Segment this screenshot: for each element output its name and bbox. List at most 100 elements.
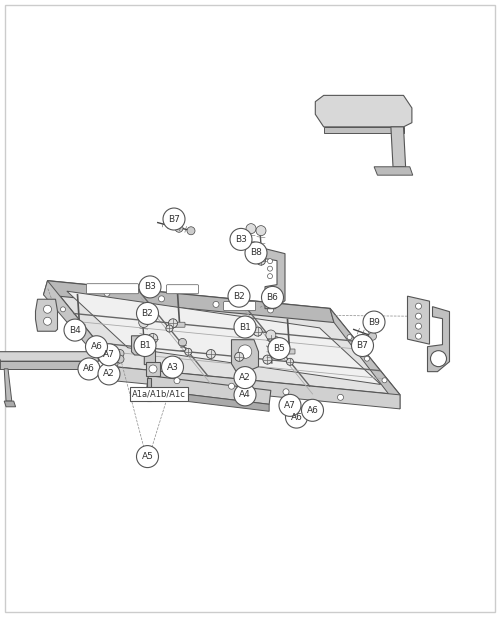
Text: A1a/A1b/A1c: A1a/A1b/A1c (132, 389, 186, 398)
Circle shape (98, 344, 120, 366)
Circle shape (174, 378, 180, 384)
Circle shape (139, 276, 161, 298)
Circle shape (272, 337, 280, 344)
Text: A6: A6 (306, 406, 318, 415)
Circle shape (116, 355, 124, 363)
Circle shape (268, 274, 272, 279)
Circle shape (246, 223, 256, 234)
Polygon shape (391, 127, 406, 167)
Circle shape (136, 342, 149, 355)
Text: B2: B2 (233, 292, 245, 300)
Circle shape (268, 335, 274, 342)
Circle shape (253, 327, 262, 336)
Circle shape (338, 394, 344, 400)
Circle shape (158, 296, 164, 302)
Polygon shape (316, 96, 412, 127)
Circle shape (138, 318, 148, 328)
Circle shape (228, 285, 250, 307)
Circle shape (175, 225, 183, 232)
Polygon shape (324, 127, 404, 133)
Circle shape (277, 342, 285, 349)
Polygon shape (36, 299, 58, 331)
Circle shape (416, 303, 422, 309)
Circle shape (234, 316, 256, 338)
Circle shape (363, 311, 385, 333)
Polygon shape (330, 308, 400, 409)
Circle shape (96, 350, 100, 355)
Circle shape (256, 226, 266, 236)
Polygon shape (428, 307, 450, 371)
Text: A7: A7 (103, 350, 115, 359)
Circle shape (230, 228, 252, 251)
Circle shape (286, 358, 294, 365)
Circle shape (116, 350, 124, 357)
Circle shape (279, 394, 301, 416)
Circle shape (382, 378, 387, 383)
Circle shape (430, 350, 446, 366)
Circle shape (268, 259, 272, 263)
Polygon shape (0, 352, 99, 361)
Polygon shape (146, 389, 269, 412)
Circle shape (234, 366, 256, 389)
Circle shape (265, 289, 281, 305)
Polygon shape (44, 281, 118, 381)
Polygon shape (146, 376, 271, 404)
Text: B1: B1 (239, 323, 251, 331)
FancyBboxPatch shape (224, 302, 256, 310)
Polygon shape (232, 340, 258, 371)
Circle shape (268, 337, 290, 360)
Text: B7: B7 (356, 341, 368, 350)
Circle shape (368, 333, 376, 340)
Circle shape (206, 350, 216, 358)
Text: B4: B4 (69, 326, 81, 334)
FancyBboxPatch shape (166, 284, 198, 294)
Text: A3: A3 (166, 363, 178, 371)
Circle shape (213, 301, 219, 307)
FancyBboxPatch shape (172, 322, 185, 327)
Text: A6: A6 (83, 365, 95, 373)
Circle shape (416, 333, 422, 339)
Polygon shape (4, 369, 12, 401)
Circle shape (286, 406, 308, 428)
Text: B6: B6 (266, 293, 278, 302)
Polygon shape (44, 281, 334, 323)
Text: B5: B5 (273, 344, 285, 353)
Circle shape (187, 227, 195, 234)
Circle shape (266, 330, 276, 340)
Circle shape (352, 334, 374, 357)
Circle shape (168, 319, 177, 328)
Text: A4: A4 (239, 391, 251, 399)
Polygon shape (67, 291, 380, 384)
Circle shape (98, 363, 120, 385)
Circle shape (78, 328, 83, 333)
Polygon shape (0, 361, 96, 369)
FancyBboxPatch shape (86, 284, 139, 294)
Circle shape (178, 339, 186, 346)
Circle shape (416, 323, 422, 329)
Text: B3: B3 (144, 283, 156, 291)
Text: A6: A6 (90, 342, 102, 351)
Circle shape (44, 317, 52, 325)
Circle shape (364, 356, 370, 361)
Circle shape (136, 445, 158, 468)
Circle shape (268, 307, 274, 313)
Circle shape (44, 305, 52, 313)
Circle shape (262, 286, 283, 308)
Circle shape (78, 358, 100, 380)
Circle shape (166, 325, 173, 332)
Polygon shape (265, 249, 285, 308)
Circle shape (136, 302, 158, 325)
Circle shape (163, 208, 185, 230)
Circle shape (64, 319, 86, 341)
Text: A7: A7 (284, 401, 296, 410)
Text: B9: B9 (368, 318, 380, 326)
Circle shape (302, 399, 324, 421)
Text: B2: B2 (142, 309, 154, 318)
Text: B7: B7 (168, 215, 180, 223)
Text: A6: A6 (290, 413, 302, 421)
Polygon shape (132, 336, 156, 365)
Circle shape (104, 290, 110, 296)
Circle shape (268, 266, 272, 271)
Circle shape (245, 242, 267, 264)
Text: B8: B8 (250, 249, 262, 257)
